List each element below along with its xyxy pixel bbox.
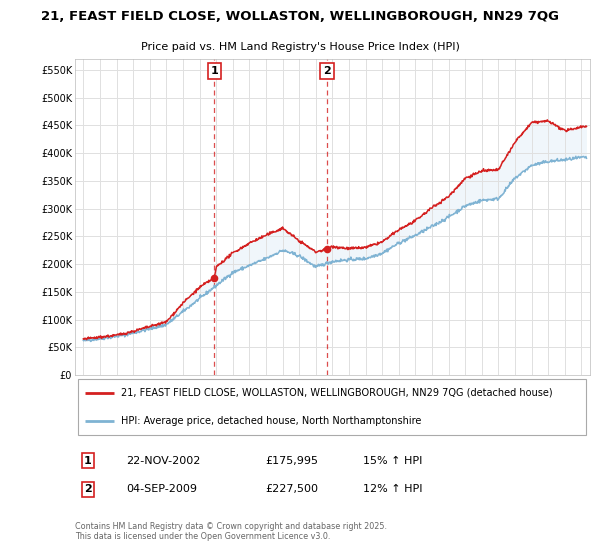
Text: £227,500: £227,500: [265, 484, 319, 494]
Text: 22-NOV-2002: 22-NOV-2002: [127, 456, 201, 466]
FancyBboxPatch shape: [77, 379, 586, 436]
Text: 12% ↑ HPI: 12% ↑ HPI: [363, 484, 423, 494]
Text: 04-SEP-2009: 04-SEP-2009: [127, 484, 197, 494]
Text: Price paid vs. HM Land Registry's House Price Index (HPI): Price paid vs. HM Land Registry's House …: [140, 42, 460, 52]
Text: 1: 1: [84, 456, 92, 466]
Text: HPI: Average price, detached house, North Northamptonshire: HPI: Average price, detached house, Nort…: [121, 416, 422, 426]
Text: 15% ↑ HPI: 15% ↑ HPI: [363, 456, 422, 466]
Text: 21, FEAST FIELD CLOSE, WOLLASTON, WELLINGBOROUGH, NN29 7QG (detached house): 21, FEAST FIELD CLOSE, WOLLASTON, WELLIN…: [121, 388, 553, 398]
Text: 21, FEAST FIELD CLOSE, WOLLASTON, WELLINGBOROUGH, NN29 7QG: 21, FEAST FIELD CLOSE, WOLLASTON, WELLIN…: [41, 10, 559, 23]
Text: £175,995: £175,995: [265, 456, 319, 466]
Text: Contains HM Land Registry data © Crown copyright and database right 2025.
This d: Contains HM Land Registry data © Crown c…: [75, 522, 387, 541]
Text: 1: 1: [211, 66, 218, 76]
Text: 2: 2: [323, 66, 331, 76]
Text: 2: 2: [84, 484, 92, 494]
